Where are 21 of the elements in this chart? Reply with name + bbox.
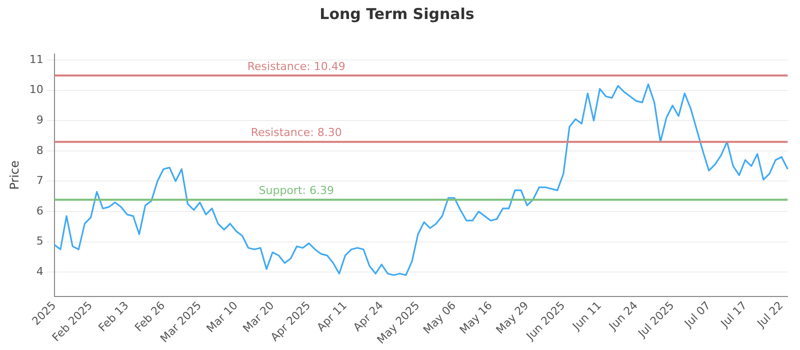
chart-title: Long Term Signals [320,4,474,23]
x-tick-label: Jul 07 [681,298,714,331]
y-tick-label: 4 [36,264,44,278]
ref-line-label: Resistance: 10.49 [247,60,346,73]
x-tick-label: Apr 24 [350,298,386,334]
x-tick-label: Feb 13 [96,298,132,334]
y-tick-label: 9 [36,113,44,126]
y-tick-label: 6 [36,204,44,218]
x-tick-label: Jul 22 [754,298,786,331]
y-axis-title: Price [7,160,22,190]
x-tick-label: Apr 11 [314,298,350,334]
y-tick-label: 11 [29,52,44,66]
x-tick-label: Jul 17 [718,298,750,331]
ref-line-label: Support: 6.39 [258,184,334,198]
y-tick-label: 10 [29,83,44,96]
ref-line-label: Resistance: 8.30 [250,126,342,140]
y-tick-label: 5 [36,234,44,248]
y-tick-label: 8 [36,144,44,157]
y-tick-label: 7 [36,174,44,188]
x-tick-label: Jun 11 [570,298,604,334]
x-tick-label: Mar 10 [204,298,240,336]
